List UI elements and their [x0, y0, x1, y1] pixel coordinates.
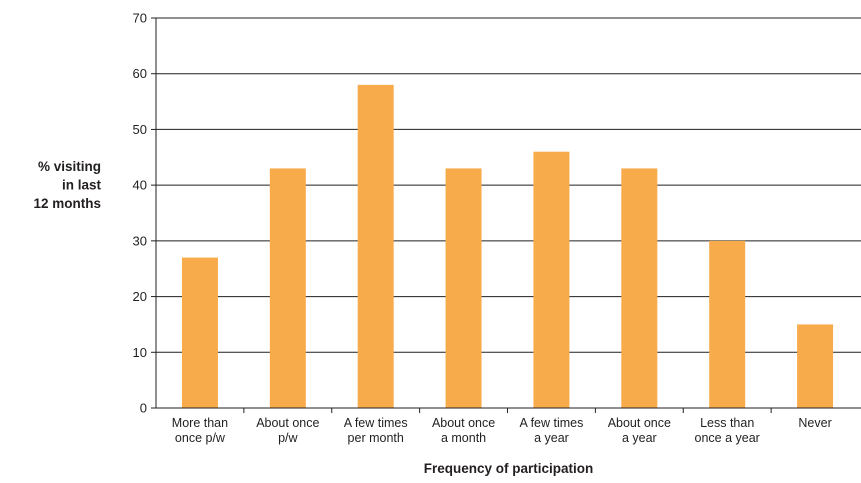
y-tick-label: 40	[133, 178, 147, 193]
y-axis-title-text: % visiting in last 12 months	[33, 159, 101, 211]
bars	[181, 84, 834, 408]
x-category-label-line: a month	[441, 431, 486, 445]
bar	[533, 151, 570, 408]
y-axis-title-line: in last	[62, 178, 102, 193]
bar	[797, 324, 834, 408]
x-category-label-line: Never	[798, 416, 831, 430]
x-category-label-line: About once	[256, 416, 319, 430]
x-category-label-line: About once	[608, 416, 671, 430]
x-category-label-line: A few times	[344, 416, 408, 430]
x-category-label: About once p/w	[256, 416, 319, 445]
y-tick-label: 0	[140, 401, 147, 416]
x-category-label: About once a month	[432, 416, 495, 445]
axes	[151, 17, 861, 413]
x-axis-title: Frequency of participation	[424, 461, 594, 476]
bar	[181, 257, 218, 408]
x-category-label: Less than once a year	[695, 416, 760, 445]
x-category-label-line: p/w	[278, 431, 298, 445]
x-category-label: About once a year	[608, 416, 671, 445]
x-category-label: A few times a year	[519, 416, 583, 445]
bar	[445, 168, 482, 408]
x-category-label-line: Less than	[700, 416, 754, 430]
bar	[357, 84, 394, 408]
y-axis-title-line: % visiting	[38, 159, 101, 174]
x-category-label-line: once p/w	[175, 431, 226, 445]
gridlines	[156, 17, 861, 353]
x-category-label: More than once p/w	[172, 416, 228, 445]
bar	[709, 240, 746, 408]
x-category-label-line: More than	[172, 416, 228, 430]
x-category-label: A few times per month	[344, 416, 408, 445]
y-tick-label: 30	[133, 233, 147, 248]
y-tick-label: 10	[133, 345, 147, 360]
y-tick-label: 20	[133, 289, 147, 304]
x-category-label-line: a year	[622, 431, 657, 445]
y-tick-labels: 0 10 20 30 40 50 60 70	[133, 11, 147, 416]
y-tick-label: 50	[133, 122, 147, 137]
y-tick-label: 60	[133, 66, 147, 81]
x-category-label-line: A few times	[519, 416, 583, 430]
bar	[269, 168, 306, 408]
y-axis-title: % visiting in last 12 months	[33, 159, 101, 211]
x-category-label-line: a year	[534, 431, 569, 445]
x-category-label-line: once a year	[695, 431, 760, 445]
bar	[621, 168, 658, 408]
y-tick-label: 70	[133, 11, 147, 26]
x-category-label: Never	[798, 416, 831, 430]
x-category-label-line: About once	[432, 416, 495, 430]
y-axis-title-line: 12 months	[33, 196, 101, 211]
x-category-label-line: per month	[348, 431, 404, 445]
